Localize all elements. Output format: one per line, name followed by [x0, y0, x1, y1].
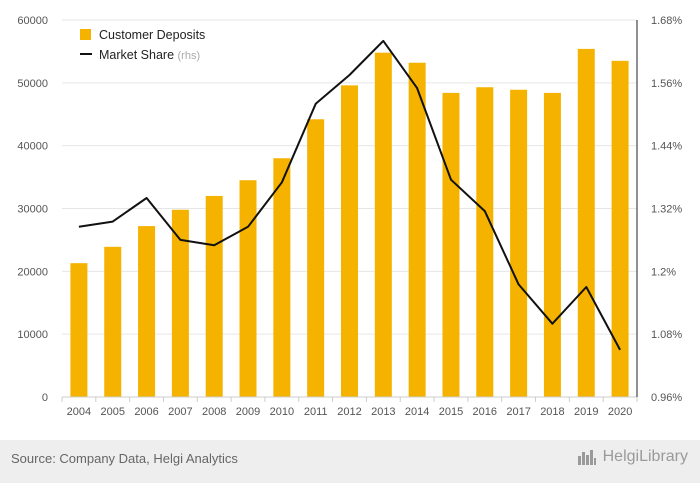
y-left-tick-label: 20000 — [17, 266, 48, 278]
x-tick-label: 2007 — [168, 406, 192, 418]
y-right-tick-label: 0.96% — [651, 392, 682, 404]
bar-2012 — [341, 85, 358, 397]
x-tick-label: 2020 — [608, 406, 632, 418]
x-axis: 2004 2005 2006 2007 2008 2009 2010 2011 2012 2013… — [61, 396, 638, 418]
city-skyline-icon — [577, 450, 596, 465]
bar-2010 — [273, 158, 291, 397]
bar-2005 — [104, 246, 122, 397]
bar-2016 — [476, 87, 494, 398]
bar-2020 — [611, 60, 629, 397]
y-left-tick-label: 30000 — [17, 204, 48, 216]
y-left-tick-label: 40000 — [17, 141, 48, 153]
y-axis-left: 0 10000 20000 30000 40000 50000 60000 — [17, 15, 48, 404]
bar-2008 — [205, 195, 223, 397]
brand-name: HelgiLibrary — [602, 448, 688, 465]
bar-series — [70, 48, 629, 398]
y-right-tick-label: 1.56% — [651, 78, 682, 90]
x-tick-label: 2008 — [202, 406, 226, 418]
chart: 2004 2005 2006 2007 2008 2009 2010 2011 2012 2013… — [17, 15, 682, 418]
x-tick-label: 2014 — [405, 406, 429, 418]
bar-2017 — [510, 89, 528, 398]
bar-2009 — [239, 180, 257, 397]
x-tick-label: 2015 — [439, 406, 463, 418]
y-right-tick-label: 1.68% — [651, 15, 682, 27]
x-tick-label: 2006 — [134, 406, 158, 418]
line-series — [78, 39, 621, 351]
x-tick-label: 2018 — [540, 406, 564, 418]
y-left-tick-label: 0 — [42, 392, 48, 404]
bar-2004 — [70, 263, 88, 397]
bar-2015 — [442, 92, 460, 398]
bar-2014 — [408, 62, 426, 398]
bar-2018 — [543, 92, 561, 398]
x-tick-label: 2011 — [304, 406, 328, 418]
x-tick-label: 2016 — [473, 406, 497, 418]
legend-label-market-share: Market Share (rhs) — [99, 48, 200, 62]
y-axis-right: 0.96% 1.08% 1.2% 1.32% 1.44% 1.56% 1.68% — [636, 15, 682, 404]
x-tick-label: 2013 — [371, 406, 395, 418]
x-tick-label: 2010 — [270, 406, 294, 418]
x-tick-label: 2004 — [67, 406, 91, 418]
bar-2019 — [577, 48, 595, 398]
bar-2006 — [138, 226, 156, 397]
y-left-tick-label: 60000 — [17, 15, 48, 27]
bar-2013 — [374, 52, 392, 397]
x-tick-label: 2012 — [337, 406, 361, 418]
y-right-tick-label: 1.44% — [651, 141, 682, 153]
x-tick-label: 2019 — [574, 406, 598, 418]
legend-swatch-deposits — [80, 29, 91, 40]
legend-label-deposits: Customer Deposits — [99, 28, 205, 42]
y-left-tick-label: 50000 — [17, 78, 48, 90]
x-tick-label: 2009 — [236, 406, 260, 418]
y-right-tick-label: 1.08% — [651, 329, 682, 341]
brand-logo[interactable]: HelgiLibrary — [577, 448, 688, 466]
x-tick-label: 2017 — [506, 406, 530, 418]
y-left-tick-label: 10000 — [17, 329, 48, 341]
legend: Customer Deposits Market Share (rhs) — [80, 28, 205, 62]
y-right-tick-label: 1.32% — [651, 204, 682, 216]
y-right-tick-label: 1.2% — [651, 266, 676, 278]
source-text: Source: Company Data, Helgi Analytics — [11, 451, 238, 466]
market-share-line — [78, 39, 621, 351]
bar-2007 — [171, 209, 189, 397]
x-tick-label: 2005 — [100, 406, 124, 418]
bar-2011 — [307, 119, 325, 397]
footer: Source: Company Data, Helgi Analytics He… — [0, 440, 700, 483]
legend-rhs-note: (rhs) — [178, 50, 201, 62]
